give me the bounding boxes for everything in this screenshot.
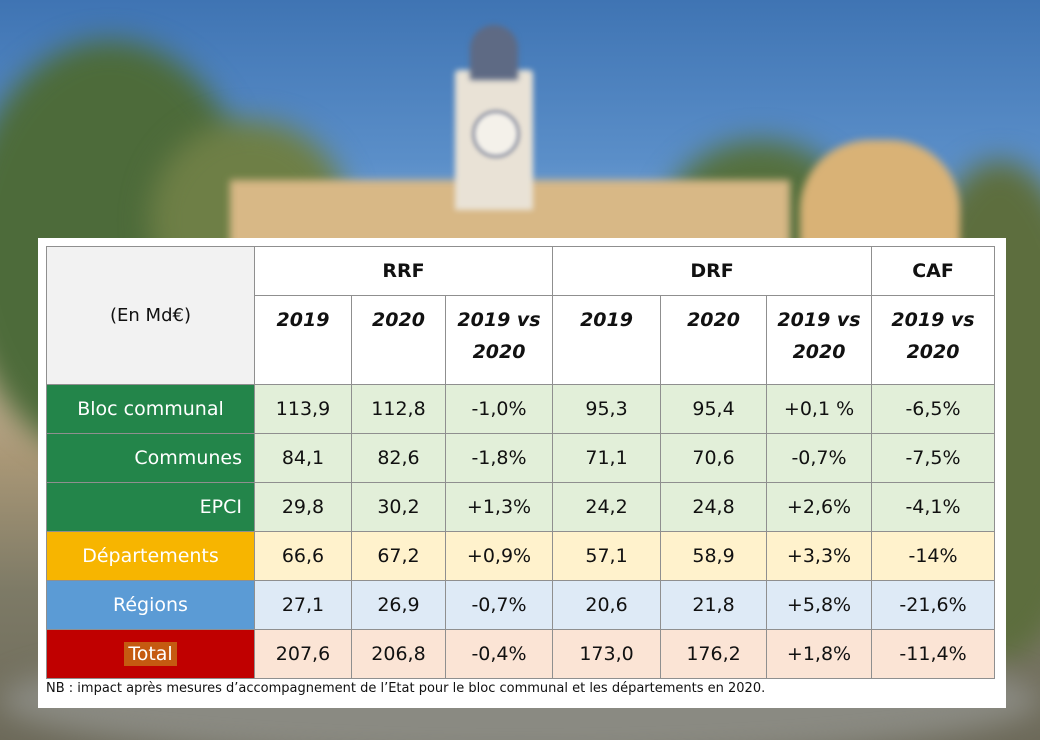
- subheader-rrf-2020: 2020: [351, 295, 446, 385]
- cell: 24,2: [552, 482, 662, 532]
- cell: 20,6: [552, 580, 662, 630]
- cell: 95,3: [552, 384, 662, 434]
- row-label: Régions: [46, 580, 255, 630]
- cell: 84,1: [254, 433, 352, 483]
- cell: 176,2: [660, 629, 768, 679]
- finance-table: (En Md€) RRF DRF CAF 2019 2020 2019 vs 2…: [46, 246, 996, 679]
- cell: +3,3%: [766, 531, 873, 581]
- subheader-rrf-change: 2019 vs 2020: [444, 295, 554, 385]
- cell: +5,8%: [766, 580, 873, 630]
- cell: 21,8: [660, 580, 768, 630]
- cell: 27,1: [254, 580, 352, 630]
- row-label: Communes: [46, 433, 255, 483]
- cell: +0,9%: [444, 531, 554, 581]
- cell: 113,9: [254, 384, 352, 434]
- group-header-caf: CAF: [871, 246, 996, 296]
- cell: 112,8: [351, 384, 446, 434]
- cell: -6,5%: [871, 384, 996, 434]
- cell: +1,8%: [766, 629, 873, 679]
- cell: 207,6: [254, 629, 352, 679]
- cell: +2,6%: [766, 482, 873, 532]
- cell: -0,4%: [444, 629, 554, 679]
- table-row-total: Total 207,6 206,8 -0,4% 173,0 176,2 +1,8…: [46, 629, 996, 679]
- group-header-drf: DRF: [552, 246, 873, 296]
- cell: -1,8%: [444, 433, 554, 483]
- cell: 58,9: [660, 531, 768, 581]
- cell: -1,0%: [444, 384, 554, 434]
- group-header-rrf: RRF: [253, 246, 554, 296]
- table-row-bloc-communal: Bloc communal 113,9 112,8 -1,0% 95,3 95,…: [46, 384, 996, 434]
- cell: 66,6: [254, 531, 352, 581]
- cell: 173,0: [552, 629, 662, 679]
- table-row-departements: Départements 66,6 67,2 +0,9% 57,1 58,9 +…: [46, 531, 996, 581]
- row-label: Total: [124, 642, 177, 666]
- subheader-caf-change: 2019 vs 2020: [871, 295, 996, 385]
- unit-label: (En Md€): [46, 246, 255, 385]
- cell: 24,8: [660, 482, 768, 532]
- cell: +0,1 %: [766, 384, 873, 434]
- cell: 71,1: [552, 433, 662, 483]
- cell: 206,8: [351, 629, 446, 679]
- cell: -14%: [871, 531, 996, 581]
- table-row-communes: Communes 84,1 82,6 -1,8% 71,1 70,6 -0,7%…: [46, 433, 996, 483]
- row-label-cell: Total: [46, 629, 255, 679]
- cell: 67,2: [351, 531, 446, 581]
- cell: 95,4: [660, 384, 768, 434]
- subheader-drf-2020: 2020: [660, 295, 768, 385]
- subheader-rrf-2019: 2019: [254, 295, 352, 385]
- cell: 57,1: [552, 531, 662, 581]
- cell: 30,2: [351, 482, 446, 532]
- subheader-drf-2019: 2019: [552, 295, 662, 385]
- subheader-drf-change: 2019 vs 2020: [766, 295, 873, 385]
- cell: 26,9: [351, 580, 446, 630]
- table-panel: (En Md€) RRF DRF CAF 2019 2020 2019 vs 2…: [38, 238, 1006, 708]
- cell: -11,4%: [871, 629, 996, 679]
- table-row-epci: EPCI 29,8 30,2 +1,3% 24,2 24,8 +2,6% -4,…: [46, 482, 996, 532]
- row-label: Départements: [46, 531, 255, 581]
- cell: 29,8: [254, 482, 352, 532]
- table-row-regions: Régions 27,1 26,9 -0,7% 20,6 21,8 +5,8% …: [46, 580, 996, 630]
- cell: +1,3%: [444, 482, 554, 532]
- cell: -21,6%: [871, 580, 996, 630]
- cell: 70,6: [660, 433, 768, 483]
- cell: 82,6: [351, 433, 446, 483]
- cell: -0,7%: [444, 580, 554, 630]
- footnote: NB : impact après mesures d’accompagneme…: [46, 681, 766, 696]
- cell: -4,1%: [871, 482, 996, 532]
- cell: -7,5%: [871, 433, 996, 483]
- cell: -0,7%: [766, 433, 873, 483]
- row-label: Bloc communal: [46, 384, 255, 434]
- row-label: EPCI: [46, 482, 255, 532]
